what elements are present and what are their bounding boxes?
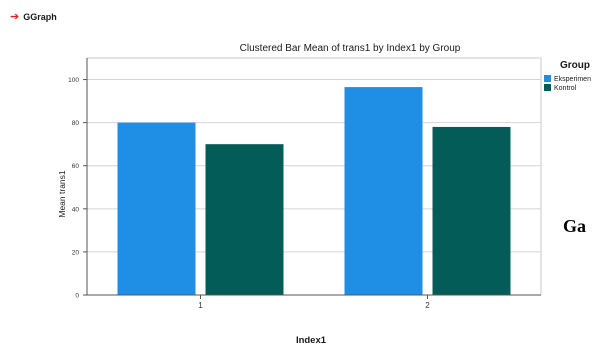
legend-label-eksperimen: Eksperimen bbox=[554, 76, 591, 83]
y-tick-label: 80 bbox=[72, 120, 80, 127]
bar-kontrol-1 bbox=[205, 144, 284, 295]
y-tick-label: 100 bbox=[68, 77, 79, 84]
y-tick-label: 40 bbox=[72, 206, 80, 213]
y-tick-label: 20 bbox=[72, 249, 80, 256]
header-label: GGraph bbox=[23, 12, 57, 22]
bar-eksperimen-2 bbox=[344, 87, 423, 295]
side-text: Ga bbox=[563, 216, 587, 236]
bar-kontrol-2 bbox=[432, 126, 511, 295]
x-axis-label: Index1 bbox=[296, 335, 327, 346]
legend-swatch-eksperimen bbox=[544, 75, 551, 82]
y-axis-label: Mean trans1 bbox=[57, 170, 67, 218]
bar-eksperimen-1 bbox=[117, 122, 196, 296]
x-tick-label: 1 bbox=[198, 301, 203, 310]
x-tick-label: 2 bbox=[425, 301, 430, 310]
ggraph-header: ➔ GGraph bbox=[10, 10, 57, 24]
legend-label-kontrol: Kontrol bbox=[554, 85, 577, 92]
y-tick-label: 60 bbox=[72, 163, 80, 170]
y-tick-label: 0 bbox=[75, 293, 79, 300]
legend: Group Eksperimen Kontrol bbox=[544, 60, 591, 92]
chart-title: Clustered Bar Mean of trans1 by Index1 b… bbox=[240, 43, 461, 54]
legend-title: Group bbox=[560, 60, 590, 71]
arrow-right-icon: ➔ bbox=[10, 10, 20, 23]
legend-swatch-kontrol bbox=[544, 84, 551, 91]
